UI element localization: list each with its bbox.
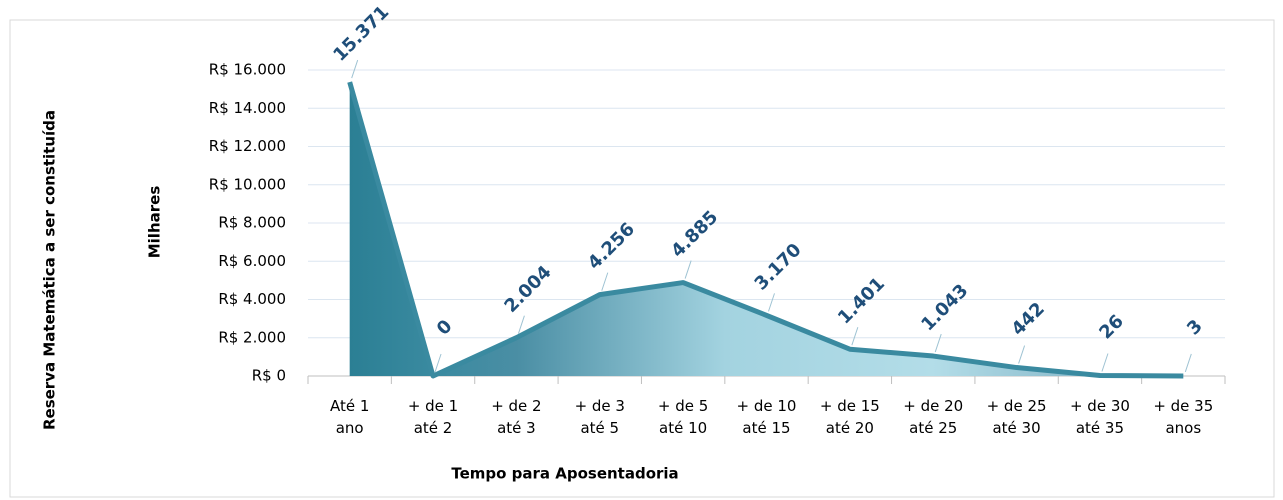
area <box>349 82 1184 376</box>
y-tick-label: R$ 0 <box>252 367 286 385</box>
label-leader <box>1184 353 1192 373</box>
label-leader <box>768 293 775 312</box>
y-unit-label: Milhares <box>146 186 164 259</box>
data-label: 2.004 <box>501 262 556 317</box>
x-tick-label: + de 5 até 10 <box>657 397 709 437</box>
y-tick-label: R$ 8.000 <box>218 214 286 232</box>
y-tick-label: R$ 4.000 <box>218 290 286 308</box>
x-tick-label: + de 10 até 15 <box>736 397 797 437</box>
label-leader <box>434 353 442 373</box>
x-tick-label: + de 25 até 30 <box>986 397 1047 437</box>
x-tick-label: + de 1 até 2 <box>407 397 459 437</box>
data-label: 1.043 <box>917 280 972 335</box>
label-leader <box>1101 353 1109 372</box>
x-tick-label: + de 35 anos <box>1153 397 1214 437</box>
y-tick-label: R$ 12.000 <box>209 137 286 155</box>
data-label: 1.401 <box>834 273 889 328</box>
label-leader <box>517 315 525 334</box>
label-leader <box>1018 345 1026 364</box>
x-axis-title: Tempo para Aposentadoria <box>451 465 678 483</box>
y-tick-label: R$ 2.000 <box>218 328 286 346</box>
x-tick-label: + de 30 até 35 <box>1069 397 1130 437</box>
x-tick-label: + de 2 até 3 <box>491 397 542 437</box>
y-axis-title: Reserva Matemática a ser constituída <box>41 110 59 430</box>
label-leader <box>601 272 609 291</box>
y-tick-label: R$ 16.000 <box>209 61 286 79</box>
x-tick-label: Até 1 ano <box>329 397 370 437</box>
data-label: 4.885 <box>667 207 722 262</box>
x-tick-label: + de 3 até 5 <box>574 397 625 437</box>
data-label: 3 <box>1183 316 1207 340</box>
data-label: 0 <box>433 316 457 340</box>
data-label: 442 <box>1008 298 1049 339</box>
y-tick-label: R$ 10.000 <box>209 175 286 193</box>
data-label: 4.256 <box>584 219 639 274</box>
data-label: 3.170 <box>751 239 806 294</box>
x-tick-label: + de 15 até 20 <box>819 397 880 437</box>
chart-frame <box>9 19 1275 498</box>
label-leader <box>851 327 859 346</box>
data-label: 26 <box>1095 311 1128 344</box>
y-tick-label: R$ 6.000 <box>218 252 286 270</box>
label-leader <box>934 333 942 353</box>
data-label: 15.371 <box>329 2 393 66</box>
x-tick-label: + de 20 até 25 <box>903 397 964 437</box>
label-leader <box>351 59 359 79</box>
label-leader <box>684 260 692 279</box>
y-tick-label: R$ 14.000 <box>209 99 286 117</box>
area-line <box>347 81 1184 379</box>
